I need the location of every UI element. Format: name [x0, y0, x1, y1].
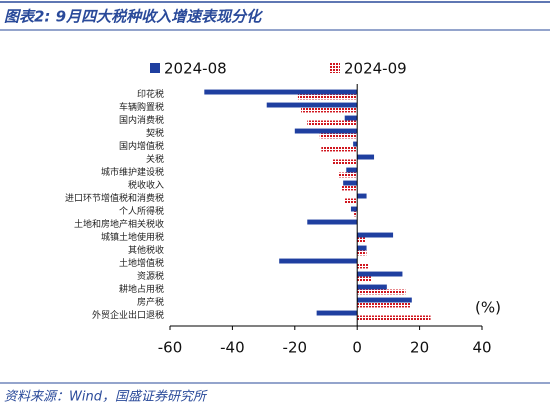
bar — [301, 107, 358, 113]
y-tick-label: 个人所得税 — [119, 205, 164, 217]
y-tick-label: 资源税 — [137, 270, 164, 282]
bar — [357, 271, 403, 277]
bar — [316, 310, 358, 316]
bar — [343, 180, 358, 186]
y-tick-label: 关税 — [146, 153, 164, 165]
bar — [357, 302, 411, 308]
y-tick-label: 国内消费税 — [119, 114, 164, 126]
source: 资料来源：Wind，国盛证券研究所 — [4, 389, 208, 405]
bar — [346, 167, 358, 173]
bar — [357, 250, 367, 256]
legend-swatch — [150, 63, 160, 73]
legend-label: 2024-08 — [164, 60, 227, 78]
y-tick-label: 房产税 — [137, 296, 164, 308]
x-tick-label: -60 — [158, 339, 183, 357]
y-tick-label: 进口环节增值税和消费税 — [65, 192, 164, 204]
bar — [357, 297, 412, 303]
legend-swatch — [330, 63, 340, 73]
x-tick-label: 0 — [352, 339, 362, 357]
bar — [357, 193, 367, 199]
y-tick-label: 土地增值税 — [119, 257, 164, 269]
y-tick-label: 土地和房地产相关税收 — [74, 218, 164, 230]
y-tick-label: 外贸企业出口退税 — [92, 309, 164, 321]
annotation: (%) — [475, 299, 501, 317]
x-tick-label: 20 — [410, 339, 429, 357]
bar — [297, 94, 358, 100]
y-tick-label: 城镇土地使用税 — [101, 231, 164, 243]
y-tick-label: 印花税 — [137, 88, 164, 100]
bar — [357, 276, 372, 282]
bar — [357, 284, 387, 290]
bar — [319, 133, 358, 139]
chart-title: 图表2: 9月四大税种收入增速表现分化 — [4, 8, 263, 26]
bar — [307, 120, 358, 126]
y-tick-label: 耕地占用税 — [119, 283, 164, 295]
legend-label: 2024-09 — [344, 60, 407, 78]
bar — [353, 141, 358, 147]
bar — [357, 315, 431, 321]
bar — [341, 185, 358, 191]
bar — [357, 245, 367, 251]
y-tick-label: 城市维护建设税 — [101, 166, 164, 178]
bar — [357, 263, 369, 269]
bar — [344, 198, 358, 204]
x-tick-label: 40 — [472, 339, 491, 357]
bar — [204, 89, 358, 95]
bar — [266, 102, 358, 108]
y-tick-label: 国内增值税 — [119, 140, 164, 152]
y-tick-label: 其他税收 — [128, 244, 164, 256]
x-tick-label: -20 — [283, 339, 308, 357]
bar — [357, 289, 406, 295]
bar — [357, 232, 394, 238]
y-tick-label: 契税 — [146, 127, 164, 139]
bar — [344, 115, 358, 121]
y-tick-label: 税收收入 — [128, 179, 164, 191]
bar — [279, 258, 358, 264]
bar — [338, 172, 358, 178]
x-tick-label: -40 — [220, 339, 245, 357]
bar — [357, 154, 375, 160]
bar — [332, 159, 358, 165]
y-tick-label: 车辆购置税 — [119, 101, 164, 113]
bar — [321, 146, 358, 152]
bar — [307, 219, 358, 225]
bar — [350, 206, 358, 212]
bar — [294, 128, 358, 134]
bar — [357, 237, 365, 243]
bar — [354, 211, 358, 217]
